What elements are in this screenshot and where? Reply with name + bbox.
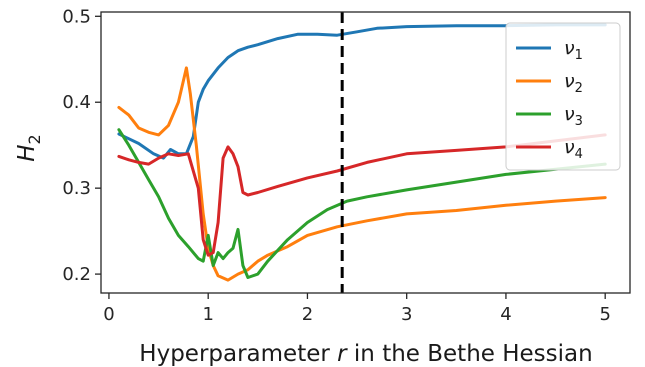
legend-label-nu1: ν1	[564, 37, 583, 63]
x-tick-label: 0	[103, 304, 114, 325]
series-line-nu1	[117, 23, 607, 160]
series-layer	[117, 23, 607, 282]
x-axis-label: Hyperparameter r in the Bethe Hessian	[139, 341, 592, 367]
x-tick-label: 5	[599, 304, 610, 325]
y-axis-label: H2	[14, 134, 44, 161]
x-tick-label: 4	[500, 304, 511, 325]
legend-label-nu3: ν3	[564, 103, 583, 129]
x-axis: 0 1 2 3 4 5	[103, 293, 611, 325]
legend-box	[505, 22, 621, 171]
series-line-nu4	[117, 133, 607, 257]
x-tick-label: 3	[401, 304, 412, 325]
legend: ν1 ν2 ν3 ν4	[505, 22, 621, 171]
y-tick-label: 0.4	[62, 92, 91, 113]
x-tick-label: 2	[302, 304, 313, 325]
x-tick-label: 1	[202, 304, 213, 325]
plot-frame	[100, 11, 631, 294]
y-tick-label: 0.5	[62, 6, 91, 27]
series-line-nu3	[117, 128, 607, 279]
y-tick-label: 0.3	[62, 178, 91, 199]
series-line-nu2	[117, 66, 607, 282]
legend-label-nu2: ν2	[564, 70, 583, 96]
legend-label-nu4: ν4	[564, 136, 583, 162]
y-axis: 0.2 0.3 0.4 0.5	[62, 6, 101, 285]
y-tick-label: 0.2	[62, 264, 91, 285]
